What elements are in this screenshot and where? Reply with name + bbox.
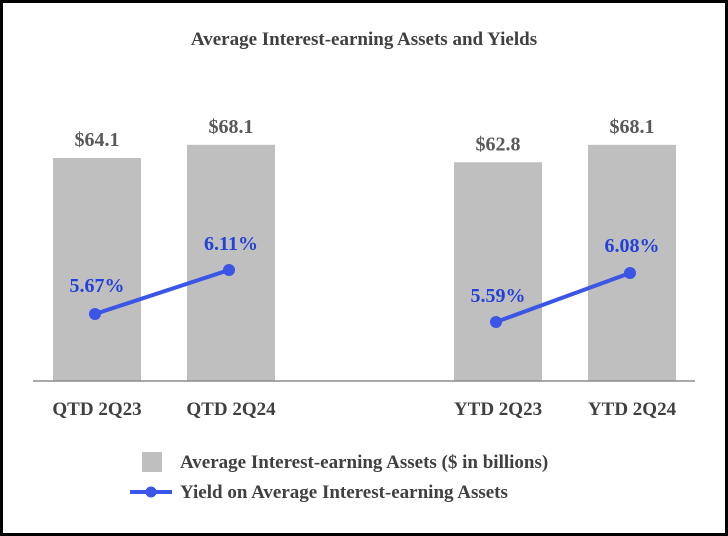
bar-value-label-2: $68.1 <box>209 116 254 138</box>
yield-line-1 <box>94 268 230 316</box>
bar-value-label-3: $62.8 <box>476 133 521 155</box>
bar-value-label-1: $64.1 <box>75 129 120 151</box>
category-labels: QTD 2Q23 QTD 2Q24 YTD 2Q23 YTD 2Q24 <box>52 399 676 420</box>
legend-line-label: Yield on Average Interest-earning Assets <box>180 482 508 503</box>
chart-title: Average Interest-earning Assets and Yiel… <box>191 29 537 50</box>
category-label-1: QTD 2Q23 <box>52 399 141 420</box>
legend: Average Interest-earning Assets ($ in bi… <box>130 452 548 503</box>
yield-label-1: 5.67% <box>70 275 125 297</box>
yield-series: 5.67% 6.11% 5.59% 6.08% <box>70 233 660 328</box>
legend-bar-label: Average Interest-earning Assets ($ in bi… <box>180 452 548 473</box>
yield-point-4 <box>624 267 636 279</box>
yield-label-4: 6.08% <box>605 235 660 257</box>
bar-2 <box>187 144 275 381</box>
yield-point-1 <box>89 308 101 320</box>
legend-bar-swatch <box>142 452 162 472</box>
yield-label-2: 6.11% <box>204 233 258 255</box>
category-label-3: YTD 2Q23 <box>454 399 542 420</box>
category-label-2: QTD 2Q24 <box>186 399 276 420</box>
yield-label-3: 5.59% <box>471 285 526 307</box>
bar-3 <box>454 162 542 381</box>
bar-value-labels: $64.1 $68.1 $62.8 $68.1 <box>75 116 655 155</box>
bar-4 <box>588 144 676 381</box>
category-label-4: YTD 2Q24 <box>588 399 677 420</box>
yield-line-2 <box>495 271 631 324</box>
bar-1 <box>53 158 141 381</box>
yield-point-3 <box>490 316 502 328</box>
bar-series <box>53 144 676 381</box>
bar-value-label-4: $68.1 <box>610 116 655 138</box>
yield-point-2 <box>223 264 235 276</box>
legend-line-marker <box>145 486 157 498</box>
